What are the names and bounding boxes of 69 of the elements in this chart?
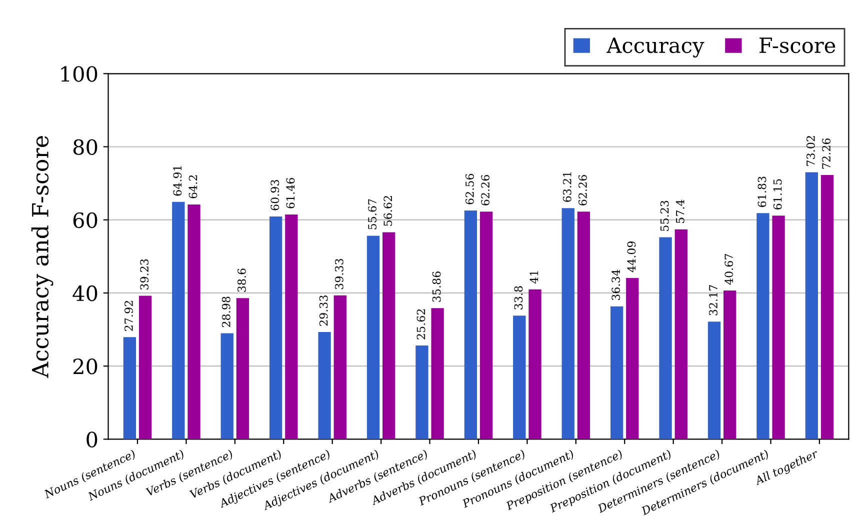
data-label: 36.34: [612, 270, 620, 300]
data-label: 44.09: [627, 241, 636, 272]
bar: [269, 216, 282, 440]
data-label: 55.23: [660, 200, 669, 231]
y-tick-label: 0: [86, 432, 98, 448]
bar: [220, 333, 234, 440]
legend-label: F-score: [760, 38, 836, 54]
bar: [123, 337, 136, 440]
data-label: 55.67: [368, 199, 376, 230]
data-label: 61.46: [286, 178, 295, 208]
bar: [577, 212, 590, 440]
data-label: 39.23: [140, 259, 148, 290]
bar: [188, 204, 200, 440]
data-label: 63.21: [562, 172, 572, 202]
data-label: 62.26: [578, 175, 587, 206]
data-label: 64.2: [188, 175, 198, 198]
data-label: 64.91: [173, 166, 182, 196]
data-label: 38.6: [238, 268, 246, 292]
bar: [285, 214, 298, 440]
data-label: 32.17: [709, 285, 718, 316]
data-label: 62.56: [465, 174, 474, 204]
bar: [610, 306, 624, 440]
y-axis-title: Accuracy and F-score: [31, 136, 54, 378]
bar: [138, 296, 152, 440]
bar: [236, 298, 250, 440]
y-tick-label: 100: [61, 66, 98, 82]
bar: [659, 237, 672, 440]
data-label: 41: [530, 271, 538, 284]
bar: [513, 316, 526, 440]
bar: [626, 278, 639, 440]
bar: [805, 172, 818, 440]
data-label: 25.62: [416, 309, 426, 340]
data-label: 72.26: [822, 138, 830, 169]
data-label: 40.67: [724, 254, 734, 285]
data-label: 60.93: [270, 180, 280, 210]
bar: [723, 290, 736, 440]
y-tick-label: 20: [73, 358, 98, 374]
data-label: 35.86: [432, 272, 441, 302]
bar: [756, 213, 770, 440]
bar: [528, 289, 542, 440]
data-label: 61.15: [773, 179, 782, 210]
bar: [674, 229, 688, 440]
data-label: 28.98: [222, 296, 230, 328]
bar: [382, 232, 396, 440]
bar: [318, 332, 331, 440]
bar: [708, 322, 721, 440]
bar: [464, 210, 478, 440]
data-label: 56.62: [384, 196, 392, 226]
legend-label: Accuracy: [606, 38, 704, 58]
data-label: 73.02: [806, 136, 815, 166]
bar: [366, 236, 380, 440]
bar: [562, 208, 574, 440]
data-label: 62.26: [481, 175, 490, 206]
data-label: 57.4: [676, 200, 684, 223]
bar: [480, 212, 493, 440]
y-tick-label: 60: [73, 212, 98, 228]
bar: [820, 175, 834, 440]
y-tick-label: 40: [72, 285, 98, 302]
y-tick-label: 80: [73, 139, 98, 155]
data-label: 33.8: [514, 286, 523, 310]
data-label: 39.33: [334, 258, 344, 290]
bar: [431, 308, 444, 440]
bar: [772, 216, 785, 440]
data-label: 61.83: [758, 176, 766, 207]
bar: [416, 346, 428, 440]
bar: [172, 202, 185, 440]
data-label: 27.92: [124, 300, 133, 331]
bar: [334, 295, 346, 440]
data-label: 29.33: [319, 296, 328, 326]
